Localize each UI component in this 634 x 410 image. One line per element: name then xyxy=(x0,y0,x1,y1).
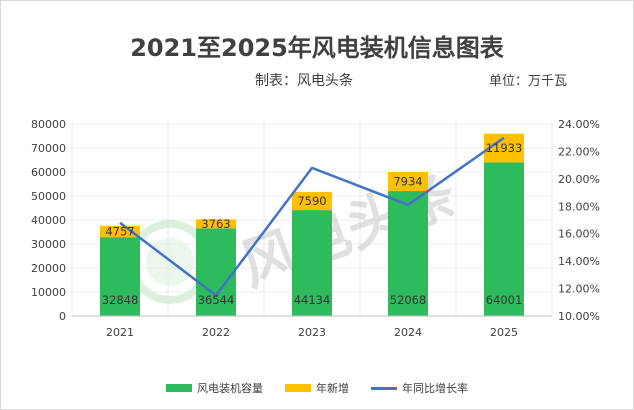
data-label-capacity: 44134 xyxy=(294,293,331,307)
y-right-tick-label: 10.00% xyxy=(558,310,600,323)
y-right-tick-label: 20.00% xyxy=(558,173,600,186)
y-left-tick-label: 40000 xyxy=(31,214,66,227)
bar-capacity xyxy=(196,228,236,316)
bar-capacity xyxy=(484,162,524,316)
maker-label: 制表：风电头条 xyxy=(255,73,353,89)
data-labels: 32848 4757 36544 3763 44134 7590 52068 7934 6400… xyxy=(102,141,523,307)
legend-swatch-growth xyxy=(371,386,397,390)
data-label-capacity: 52068 xyxy=(390,293,427,307)
y-right-tick-label: 22.00% xyxy=(558,145,600,158)
x-tick-label: 2024 xyxy=(394,326,422,339)
y-right-tick-label: 14.00% xyxy=(558,255,600,268)
gridlines xyxy=(71,123,553,317)
data-label-new-added: 7934 xyxy=(393,175,422,189)
y-left-tick-label: 30000 xyxy=(31,238,66,251)
legend-label-new-added: 年新增 xyxy=(316,382,349,395)
data-label-new-added: 4757 xyxy=(105,224,134,238)
legend-swatch-new-added xyxy=(285,384,311,392)
legend-item-new-added: 年新增 xyxy=(285,380,349,396)
x-tick-label: 2023 xyxy=(298,326,326,339)
legend-swatch-capacity xyxy=(166,384,192,392)
legend-label-capacity: 风电装机容量 xyxy=(197,382,263,395)
axes: 0 10000 20000 30000 40000 50000 60000 70000 8000… xyxy=(31,118,600,339)
data-label-capacity: 32848 xyxy=(102,293,139,307)
unit-label: 单位：万千瓦 xyxy=(489,74,568,89)
bar-new-added xyxy=(196,219,236,229)
y-right-tick-label: 12.00% xyxy=(558,283,600,296)
y-left-tick-label: 70000 xyxy=(31,142,66,155)
y-left-tick-label: 50000 xyxy=(31,190,66,203)
data-label-new-added: 7590 xyxy=(297,194,326,208)
bar-new-added xyxy=(100,225,140,238)
data-label-capacity: 36544 xyxy=(198,293,235,307)
legend-item-growth: 年同比增长率 xyxy=(371,380,468,396)
chart-title: 2021至2025年风电装机信息图表 xyxy=(130,34,504,62)
x-tick-label: 2025 xyxy=(490,326,518,339)
data-label-capacity: 64001 xyxy=(486,293,523,307)
growth-line xyxy=(119,136,505,297)
y-left-tick-label: 80000 xyxy=(31,118,66,131)
data-label-new-added: 3763 xyxy=(201,217,230,231)
y-left-tick-label: 60000 xyxy=(31,166,66,179)
growth-line-path xyxy=(119,136,505,297)
y-right-tick-label: 18.00% xyxy=(558,200,600,213)
bar-new-added xyxy=(292,191,332,211)
data-label-new-added: 11933 xyxy=(486,141,523,155)
bar-new-added xyxy=(388,171,428,192)
bar-capacity xyxy=(100,237,140,316)
x-tick-label: 2021 xyxy=(106,326,134,339)
bar-capacity xyxy=(292,210,332,316)
legend-label-growth: 年同比增长率 xyxy=(402,382,468,395)
legend: 风电装机容量 年新增 年同比增长率 xyxy=(0,380,634,396)
y-right-tick-label: 16.00% xyxy=(558,228,600,241)
y-left-tick-label: 10000 xyxy=(31,286,66,299)
y-left-tick-label: 20000 xyxy=(31,262,66,275)
y-right-tick-label: 24.00% xyxy=(558,118,600,131)
y-left-tick-label: 0 xyxy=(59,310,66,323)
bar-capacity xyxy=(388,191,428,316)
legend-item-capacity: 风电装机容量 xyxy=(166,380,263,396)
x-tick-label: 2022 xyxy=(202,326,230,339)
bars xyxy=(100,133,524,316)
